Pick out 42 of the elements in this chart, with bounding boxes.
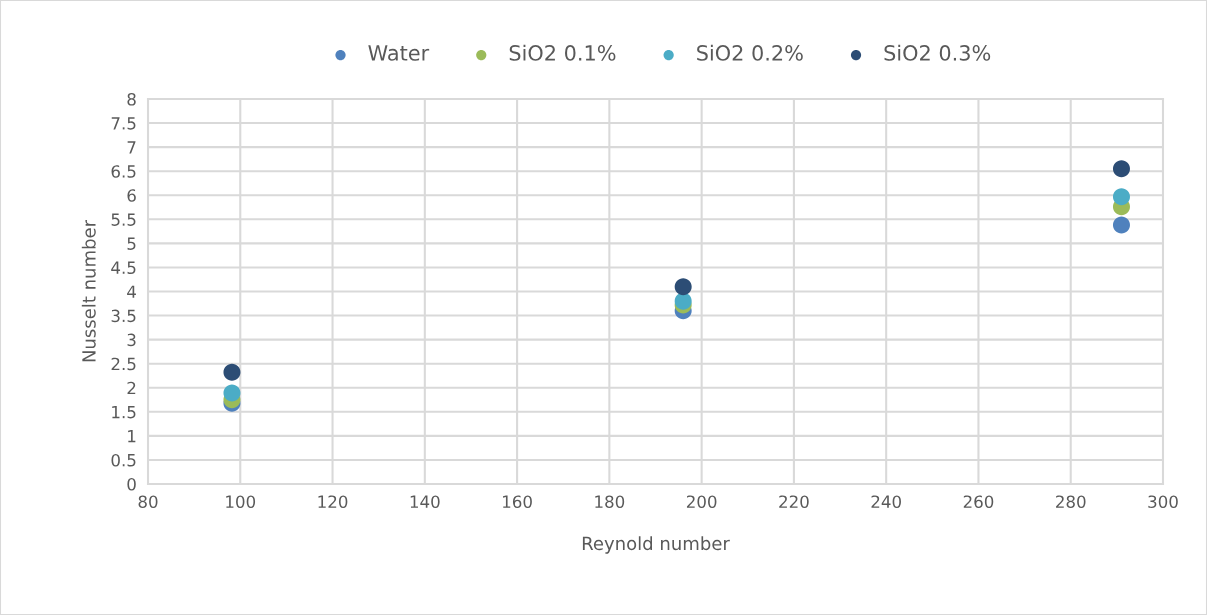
x-tick-label: 240: [871, 495, 901, 509]
x-tick-label: 220: [779, 495, 809, 509]
x-tick-label: 260: [963, 495, 994, 509]
point: [1112, 160, 1130, 178]
y-tick-label: 1: [128, 430, 136, 443]
y-tick-label: 0: [127, 477, 136, 491]
y-tick-label: 2.5: [111, 357, 136, 371]
y-tick-label: 7.5: [111, 117, 136, 130]
x-tick-label: 160: [503, 495, 532, 509]
x-tick-label: 120: [318, 495, 348, 509]
legend-label: Water: [368, 45, 430, 61]
x-tick-label: 80: [138, 495, 158, 509]
x-tick-label: 140: [410, 495, 440, 509]
y-tick-label: 6: [127, 189, 136, 202]
x-tick-label: 100: [226, 495, 256, 509]
y-tick-label: 5.5: [111, 213, 136, 226]
y-tick-label: 2: [127, 381, 136, 395]
y-tick-label: 4.5: [111, 261, 136, 275]
y-axis-title: Nusselt number: [81, 219, 96, 362]
point: [674, 278, 692, 296]
legend-label: SiO2 0.3%: [884, 44, 991, 61]
y-tick-label: 8: [127, 92, 136, 106]
y-tick-label: 3: [127, 333, 136, 347]
y-tick-label: 7: [127, 141, 136, 154]
x-tick-label: 180: [595, 495, 625, 509]
y-tick-label: 0.5: [111, 453, 136, 467]
point: [223, 384, 241, 402]
y-tick-label: 4: [127, 285, 136, 298]
y-tick-label: 5: [127, 237, 136, 250]
legend-label: SiO2 0.1%: [509, 44, 616, 61]
y-tick-label: 6.5: [111, 165, 136, 178]
x-axis-title: Reynold number: [582, 536, 730, 554]
point: [223, 363, 241, 381]
legend-label: SiO2 0.2%: [697, 44, 803, 61]
point: [674, 292, 692, 310]
y-tick-label: 1.5: [112, 405, 136, 419]
y-tick-label: 3.5: [111, 309, 136, 323]
x-tick-label: 280: [1056, 495, 1086, 509]
point: [1112, 188, 1130, 206]
point: [1112, 216, 1130, 234]
x-tick-label: 200: [686, 495, 717, 509]
x-tick-label: 300: [1148, 495, 1178, 509]
